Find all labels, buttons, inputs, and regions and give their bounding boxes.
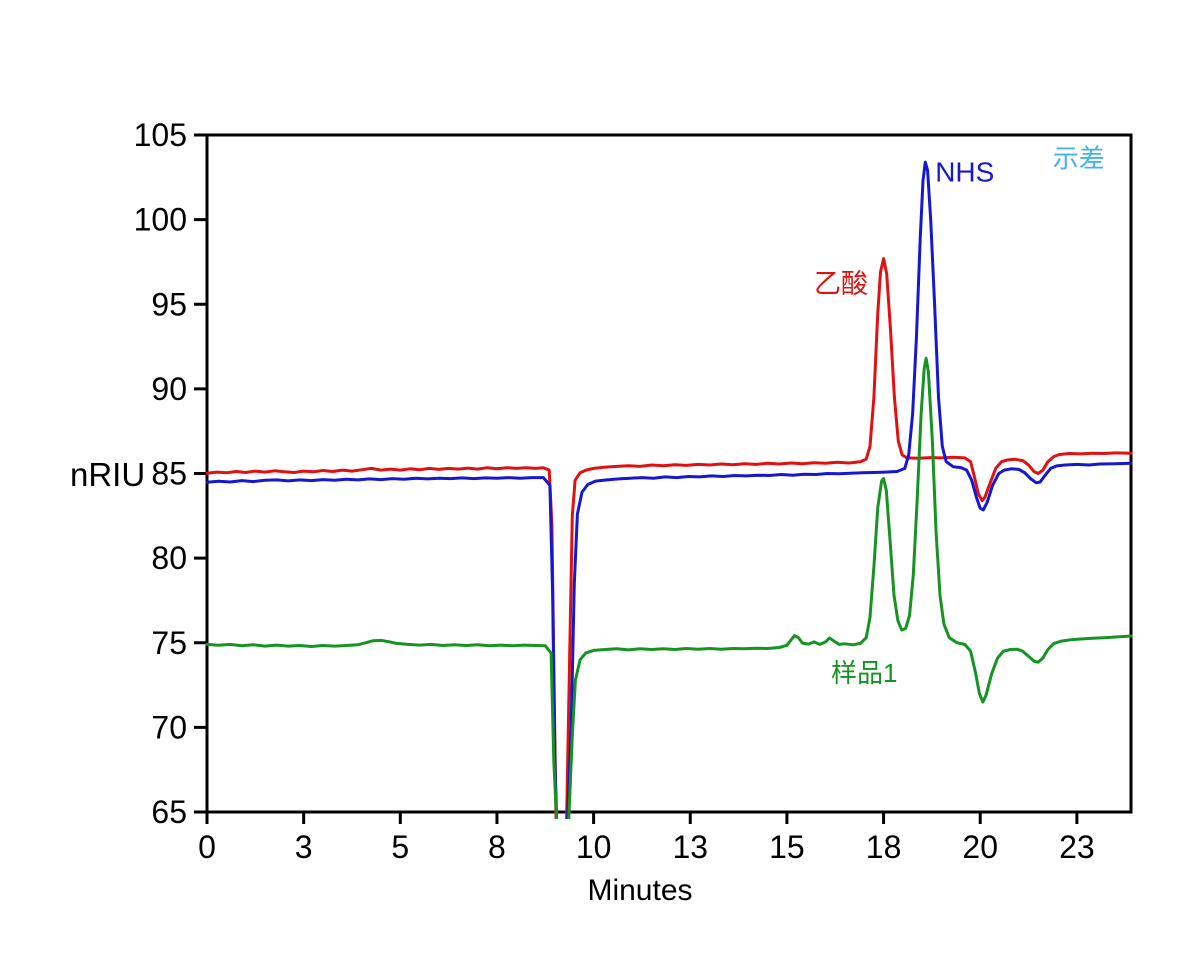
y-tick-label: 85 <box>151 456 187 492</box>
peak-label-nhs: NHS <box>935 157 994 188</box>
y-axis-label: nRIU <box>70 456 146 493</box>
y-tick-label: 70 <box>151 709 187 745</box>
x-tick-label: 13 <box>672 829 708 865</box>
y-tick-label: 65 <box>151 794 187 830</box>
trace-label-sample1: 样品1 <box>831 658 897 688</box>
x-tick-label: 0 <box>198 829 216 865</box>
x-tick-label: 15 <box>769 829 805 865</box>
x-tick-label: 10 <box>576 829 612 865</box>
x-tick-label: 20 <box>962 829 998 865</box>
peak-label-acetic-acid: 乙酸 <box>814 269 868 299</box>
y-tick-label: 75 <box>151 625 187 661</box>
y-tick-label: 90 <box>151 371 187 407</box>
y-tick-label: 95 <box>151 286 187 322</box>
trace-nhs <box>205 160 1133 819</box>
trace-acetic-acid <box>205 257 1133 819</box>
x-tick-label: 8 <box>488 829 506 865</box>
x-tick-label: 23 <box>1059 829 1095 865</box>
y-tick-label: 80 <box>151 540 187 576</box>
detector-label-rid: 示差 <box>1053 144 1105 174</box>
x-axis-label: Minutes <box>587 874 693 907</box>
y-tick-label: 100 <box>134 202 187 238</box>
trace-sample1 <box>205 356 1133 819</box>
x-tick-label: 5 <box>391 829 409 865</box>
x-tick-label: 3 <box>295 829 313 865</box>
x-tick-label: 18 <box>866 829 902 865</box>
y-tick-label: 105 <box>134 117 187 153</box>
